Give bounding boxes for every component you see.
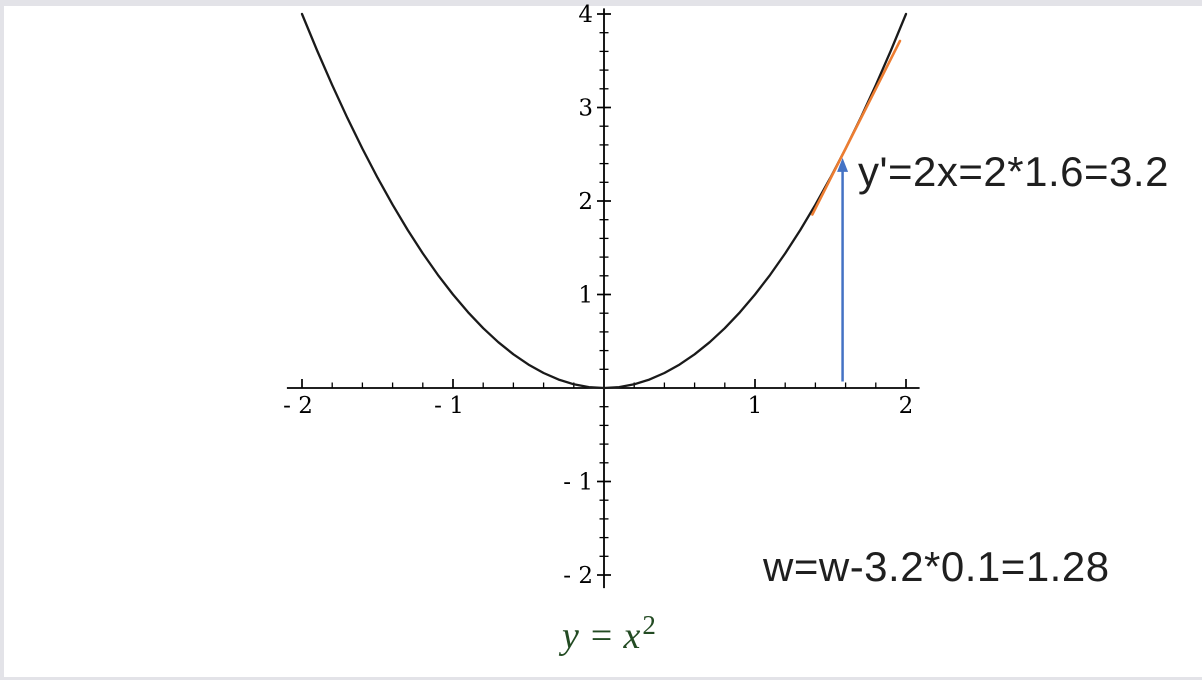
y-tick-label: 1 (578, 283, 593, 309)
formula-exponent: 2 (642, 610, 656, 641)
parabola-curve (300, 12, 908, 390)
tangent-line (811, 39, 902, 216)
arrow-head-icon (837, 157, 849, 172)
y-tick-label: - 1 (563, 470, 593, 496)
y-tick-label: 4 (578, 2, 593, 28)
x-tick-label: - 1 (434, 393, 464, 419)
x-tick-label: - 2 (283, 393, 313, 419)
x-tick-label: 2 (899, 393, 914, 419)
frame-edge-left (0, 0, 4, 680)
x-tick-label: 1 (748, 393, 763, 419)
derivative-annotation: y'=2x=2*1.6=3.2 (858, 148, 1169, 195)
frame-edge-bottom (0, 677, 1202, 680)
weight-update-annotation: w=w-3.2*0.1=1.28 (763, 543, 1110, 590)
formula-base: y = x (562, 615, 641, 657)
y-tick-label: 3 (578, 96, 593, 122)
y-tick-label: 2 (578, 189, 593, 215)
frame-edge-top (0, 0, 1202, 6)
y-tick-label: - 2 (563, 563, 593, 589)
function-formula: y = x2 (562, 612, 656, 657)
